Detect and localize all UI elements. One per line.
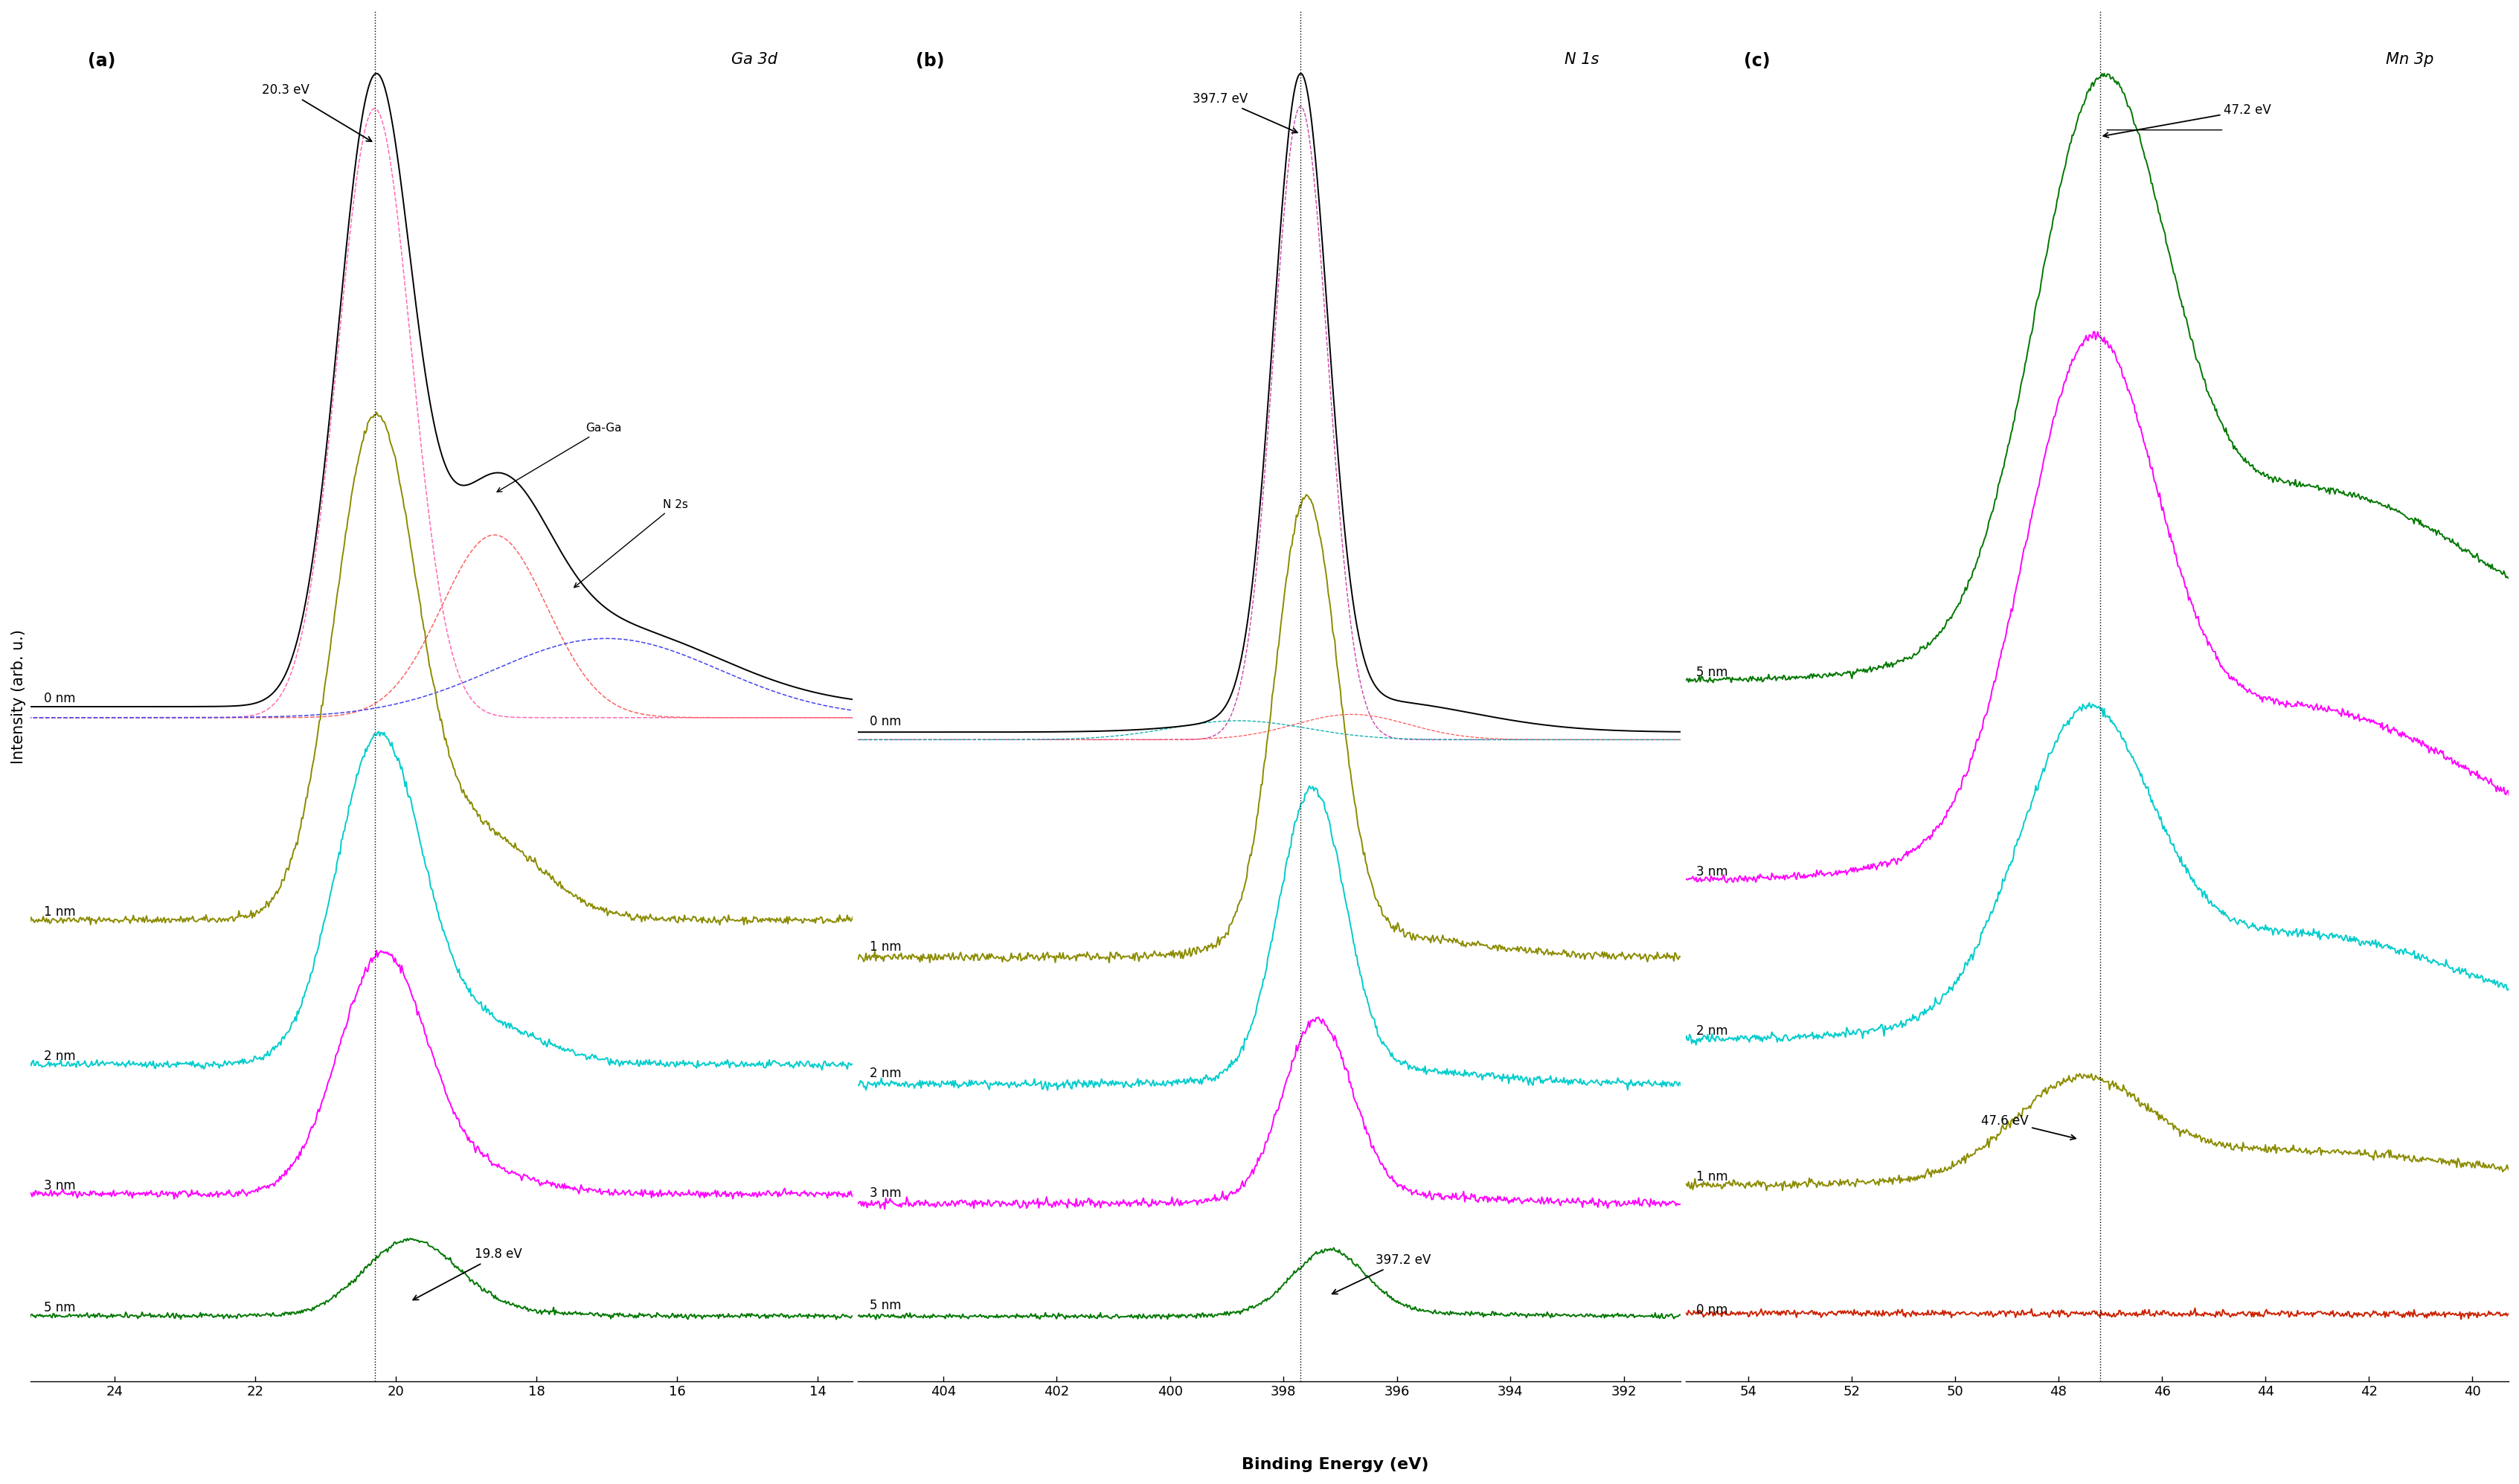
Text: 20.3 eV: 20.3 eV bbox=[262, 83, 370, 141]
Text: (c): (c) bbox=[1743, 52, 1768, 70]
Text: (a): (a) bbox=[88, 52, 116, 70]
Text: (b): (b) bbox=[914, 52, 945, 70]
Text: 3 nm: 3 nm bbox=[45, 1180, 76, 1193]
Y-axis label: Intensity (arb. u.): Intensity (arb. u.) bbox=[10, 629, 25, 764]
Text: 2 nm: 2 nm bbox=[869, 1067, 902, 1080]
Text: 47.2 eV: 47.2 eV bbox=[2103, 104, 2270, 138]
Text: 1 nm: 1 nm bbox=[45, 905, 76, 919]
Text: 19.8 eV: 19.8 eV bbox=[413, 1248, 521, 1300]
Text: 0 nm: 0 nm bbox=[869, 715, 902, 729]
Text: Binding Energy (eV): Binding Energy (eV) bbox=[1242, 1457, 1428, 1472]
Text: 1 nm: 1 nm bbox=[1695, 1171, 1728, 1184]
Text: 2 nm: 2 nm bbox=[1695, 1024, 1728, 1037]
Text: 5 nm: 5 nm bbox=[1695, 666, 1728, 680]
Text: 2 nm: 2 nm bbox=[45, 1051, 76, 1064]
Text: Ga 3d: Ga 3d bbox=[731, 52, 776, 67]
Text: N 1s: N 1s bbox=[1564, 52, 1600, 67]
Text: 47.6 eV: 47.6 eV bbox=[1980, 1114, 2076, 1140]
Text: 1 nm: 1 nm bbox=[869, 941, 902, 954]
Text: 0 nm: 0 nm bbox=[1695, 1303, 1728, 1316]
Text: Ga-Ga: Ga-Ga bbox=[496, 423, 622, 491]
Text: 5 nm: 5 nm bbox=[869, 1298, 902, 1312]
Text: 3 nm: 3 nm bbox=[1695, 865, 1728, 879]
Text: 0 nm: 0 nm bbox=[45, 692, 76, 705]
Text: Mn 3p: Mn 3p bbox=[2385, 52, 2433, 67]
Text: 397.7 eV: 397.7 eV bbox=[1191, 92, 1297, 134]
Text: 397.2 eV: 397.2 eV bbox=[1333, 1254, 1431, 1294]
Text: 5 nm: 5 nm bbox=[45, 1301, 76, 1315]
Text: 3 nm: 3 nm bbox=[869, 1187, 902, 1201]
Text: N 2s: N 2s bbox=[574, 499, 688, 588]
